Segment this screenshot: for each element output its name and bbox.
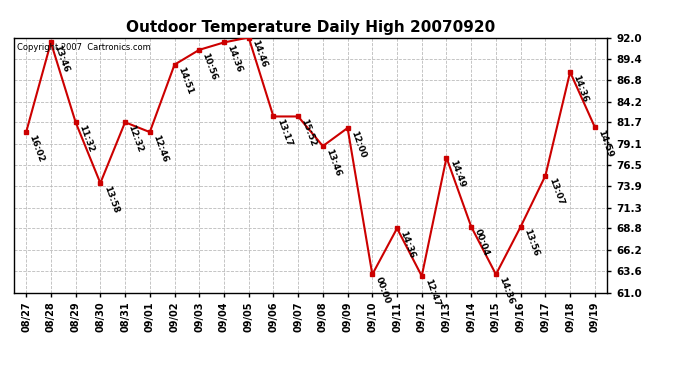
Text: 14:36: 14:36 (226, 44, 244, 74)
Text: 14:46: 14:46 (250, 39, 268, 69)
Text: 12:32: 12:32 (126, 124, 145, 154)
Text: 11:32: 11:32 (77, 124, 95, 154)
Text: 14:36: 14:36 (398, 230, 417, 260)
Text: 13:17: 13:17 (275, 118, 293, 148)
Text: 14:51: 14:51 (176, 66, 194, 96)
Text: 00:04: 00:04 (473, 228, 491, 258)
Text: 12:46: 12:46 (151, 134, 170, 164)
Text: 13:58: 13:58 (101, 184, 120, 214)
Text: 14:36: 14:36 (571, 74, 590, 104)
Text: 14:49: 14:49 (448, 159, 466, 189)
Text: 16:02: 16:02 (28, 134, 46, 164)
Title: Outdoor Temperature Daily High 20070920: Outdoor Temperature Daily High 20070920 (126, 20, 495, 35)
Text: 14:59: 14:59 (596, 129, 615, 159)
Text: 13:07: 13:07 (546, 177, 565, 207)
Text: 15:52: 15:52 (299, 118, 318, 148)
Text: 12:00: 12:00 (349, 129, 367, 159)
Text: 14:36: 14:36 (497, 276, 515, 306)
Text: Copyright 2007  Cartronics.com: Copyright 2007 Cartronics.com (17, 43, 150, 52)
Text: 12:47: 12:47 (423, 278, 442, 308)
Text: 10:56: 10:56 (201, 51, 219, 81)
Text: 13:56: 13:56 (522, 228, 540, 258)
Text: 13:46: 13:46 (52, 44, 70, 74)
Text: 00:00: 00:00 (374, 276, 392, 305)
Text: 13:46: 13:46 (324, 147, 342, 178)
